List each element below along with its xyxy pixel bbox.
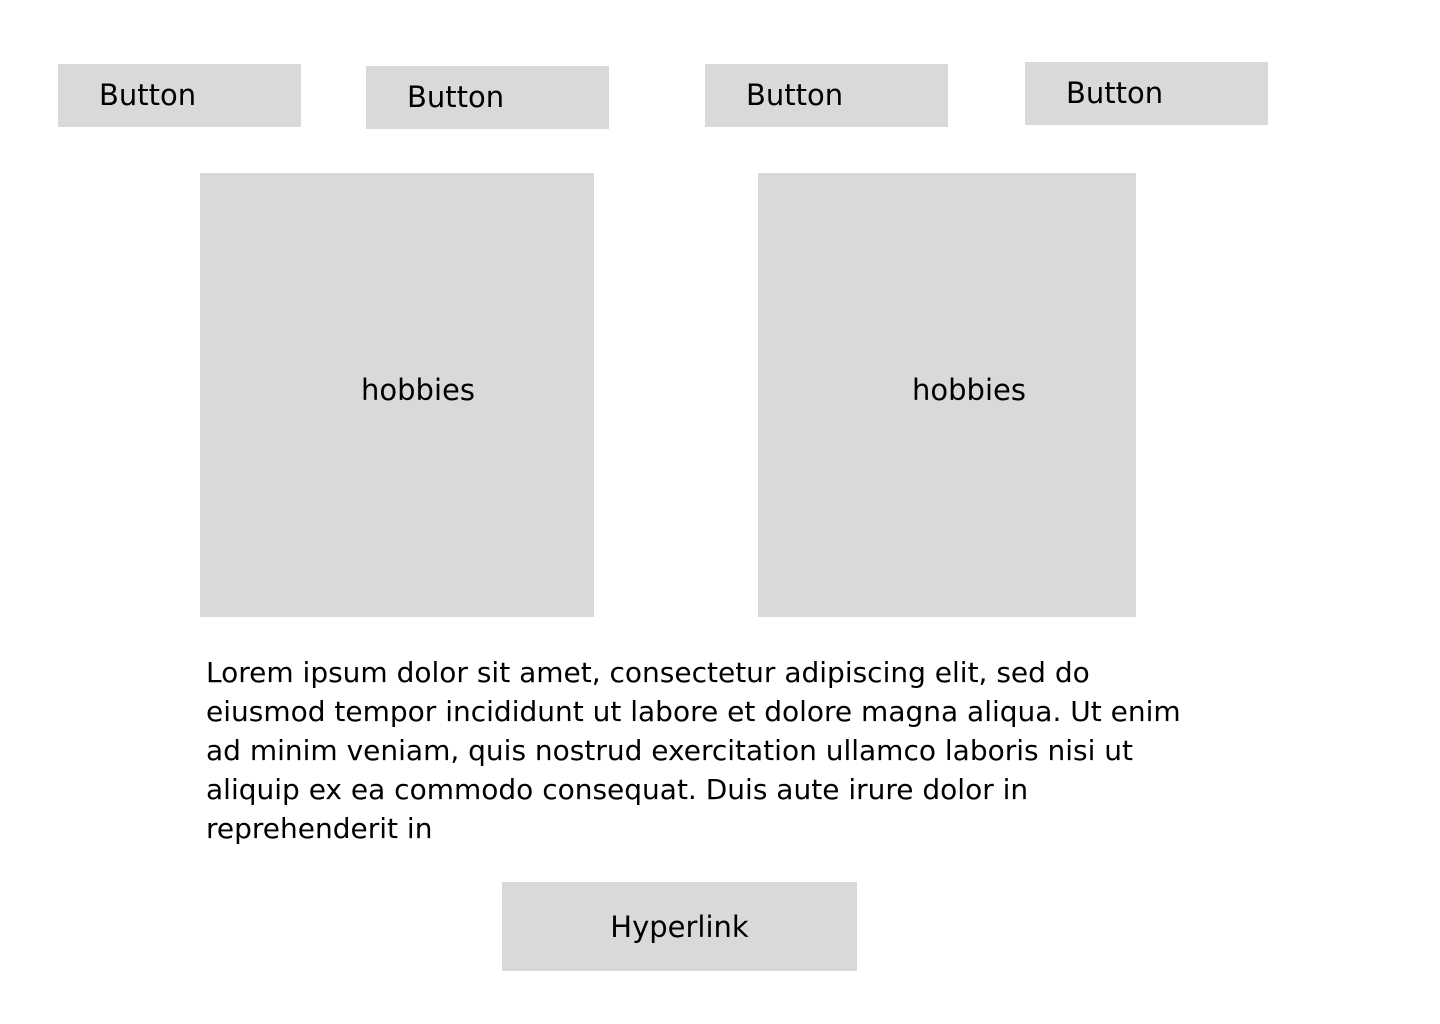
nav-button-1[interactable]: Button <box>58 64 301 127</box>
hobbies-card-label: hobbies <box>912 373 1026 407</box>
nav-button-3[interactable]: Button <box>705 64 948 127</box>
nav-button-2[interactable]: Button <box>366 66 609 129</box>
hobbies-card-label: hobbies <box>361 373 475 407</box>
body-paragraph: Lorem ipsum dolor sit amet, consectetur … <box>206 656 1181 845</box>
nav-button-4[interactable]: Button <box>1025 62 1268 125</box>
hyperlink-button[interactable]: Hyperlink <box>502 882 857 971</box>
hobbies-card-2: hobbies <box>758 173 1136 617</box>
hobbies-card-1: hobbies <box>200 173 594 617</box>
